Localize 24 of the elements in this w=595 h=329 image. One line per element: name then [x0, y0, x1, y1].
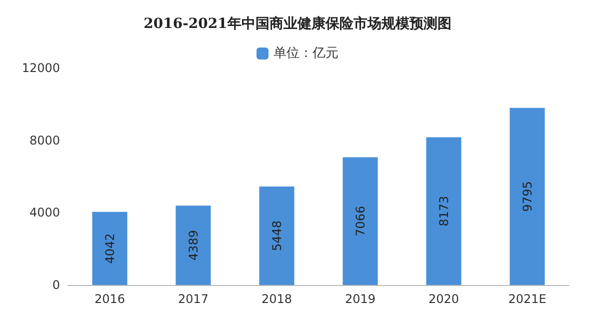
- y-tick-label: 12000: [22, 61, 60, 75]
- bar: [426, 137, 462, 285]
- data-label: 4042: [102, 233, 117, 264]
- y-tick-label: 4000: [29, 206, 60, 220]
- data-label: 7066: [353, 206, 368, 236]
- bar: [342, 157, 378, 285]
- bar: [259, 186, 294, 285]
- x-tick-label: 2016: [94, 292, 126, 306]
- y-tick-label: 0: [52, 278, 60, 292]
- x-tick-label: 2018: [261, 292, 292, 306]
- data-label: 8173: [436, 196, 451, 226]
- data-label: 4389: [186, 230, 200, 261]
- y-tick-label: 8000: [29, 133, 60, 148]
- x-tick-label: 2020: [428, 292, 460, 306]
- legend-label: 单位：亿元: [274, 46, 338, 61]
- x-tick-label: 2019: [344, 292, 376, 306]
- x-tick-label: 2021E: [508, 292, 546, 306]
- x-tick-label: 2017: [178, 292, 209, 306]
- bar: [92, 212, 128, 285]
- chart-title: 2016-2021年中国商业健康保险市场规模预测图: [144, 15, 452, 32]
- data-label: 9795: [520, 181, 534, 212]
- data-label: 5448: [270, 220, 284, 252]
- bar: [510, 108, 545, 285]
- bar: [176, 206, 211, 285]
